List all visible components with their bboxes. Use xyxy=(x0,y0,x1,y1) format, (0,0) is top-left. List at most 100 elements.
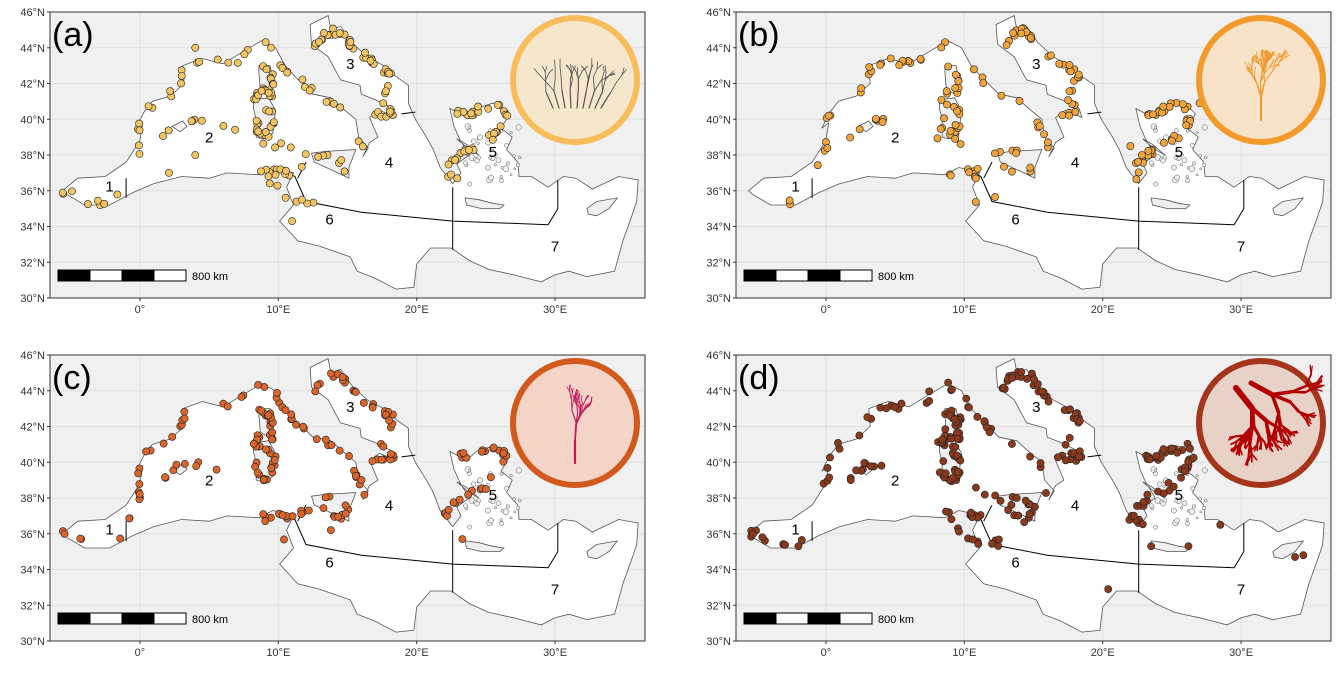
occurrence-point xyxy=(299,76,306,83)
x-tick-label: 0° xyxy=(135,647,146,659)
x-tick-label: 20°E xyxy=(405,647,429,659)
occurrence-point xyxy=(271,456,278,463)
occurrence-point xyxy=(213,466,220,473)
occurrence-point xyxy=(196,58,203,65)
occurrence-point xyxy=(380,100,387,107)
occurrence-point xyxy=(181,408,188,415)
occurrence-point xyxy=(178,72,185,79)
small-island xyxy=(516,125,521,130)
y-tick-label: 34°N xyxy=(706,222,731,234)
occurrence-point xyxy=(853,467,860,474)
occurrence-point xyxy=(241,51,248,58)
occurrence-point xyxy=(101,200,108,207)
occurrence-point xyxy=(136,120,143,127)
small-island xyxy=(1161,501,1166,506)
occurrence-point xyxy=(1054,454,1061,461)
small-island xyxy=(477,142,480,145)
occurrence-point xyxy=(1148,543,1155,550)
occurrence-point xyxy=(345,452,352,459)
occurrence-point xyxy=(500,458,507,465)
occurrence-point xyxy=(282,194,289,201)
occurrence-point xyxy=(824,144,831,151)
y-tick-label: 36°N xyxy=(20,186,45,198)
occurrence-point xyxy=(298,510,305,517)
y-tick-label: 36°N xyxy=(706,529,731,541)
small-island xyxy=(504,143,508,147)
occurrence-point xyxy=(1177,474,1184,481)
x-tick-label: 0° xyxy=(821,304,832,316)
x-tick-label: 30°E xyxy=(543,304,567,316)
occurrence-point xyxy=(952,443,959,450)
x-tick-label: 20°E xyxy=(1091,304,1115,316)
occurrence-point xyxy=(926,397,933,404)
occurrence-point xyxy=(1217,521,1224,528)
occurrence-point xyxy=(1000,163,1007,170)
occurrence-point xyxy=(1008,374,1015,381)
small-island xyxy=(1180,163,1183,166)
y-tick-label: 38°N xyxy=(20,150,45,162)
occurrence-point xyxy=(1150,111,1157,118)
small-island xyxy=(1196,517,1198,519)
occurrence-point xyxy=(1160,139,1167,146)
occurrence-point xyxy=(998,92,1005,99)
small-island xyxy=(1202,506,1206,510)
small-island xyxy=(1174,175,1179,180)
occurrence-point xyxy=(265,412,272,419)
occurrence-point xyxy=(749,531,756,538)
occurrence-point xyxy=(293,421,300,428)
occurrence-point xyxy=(943,88,950,95)
small-island xyxy=(516,468,521,473)
sea-fan-orange-icon xyxy=(1199,18,1323,142)
small-island xyxy=(1186,522,1190,526)
occurrence-point xyxy=(181,460,188,467)
scale-bar-segment xyxy=(744,613,776,624)
occurrence-point xyxy=(347,38,354,45)
small-island xyxy=(1189,166,1195,172)
occurrence-point xyxy=(250,440,257,447)
occurrence-point xyxy=(1066,112,1073,119)
coral-branch xyxy=(575,425,576,441)
occurrence-point xyxy=(939,436,946,443)
x-tick-label: 20°E xyxy=(405,304,429,316)
region-label: 5 xyxy=(1175,144,1183,161)
occurrence-point xyxy=(940,115,947,122)
small-island xyxy=(468,126,471,129)
occurrence-point xyxy=(814,162,821,169)
occurrence-point xyxy=(938,96,945,103)
occurrence-point xyxy=(270,81,277,88)
occurrence-point xyxy=(867,463,874,470)
panel-label: (d) xyxy=(738,359,780,397)
small-island xyxy=(510,517,512,519)
species-inset-circle xyxy=(1199,361,1323,485)
occurrence-point xyxy=(445,506,452,513)
occurrence-point xyxy=(1030,376,1037,383)
small-island xyxy=(500,175,503,178)
scale-bar-segment xyxy=(808,270,840,281)
occurrence-point xyxy=(824,464,831,471)
occurrence-point xyxy=(265,89,272,96)
region-label: 6 xyxy=(1011,555,1019,572)
map-panel: 123456746°N44°N42°N40°N38°N36°N34°N32°N3… xyxy=(686,0,1334,338)
small-island xyxy=(488,518,493,523)
occurrence-point xyxy=(980,79,987,86)
y-tick-label: 32°N xyxy=(706,257,731,269)
occurrence-point xyxy=(334,513,341,520)
occurrence-point xyxy=(135,470,142,477)
small-island xyxy=(503,166,509,172)
occurrence-point xyxy=(260,511,267,518)
small-island xyxy=(510,131,513,134)
occurrence-point xyxy=(963,395,970,402)
small-island xyxy=(1199,497,1202,500)
scale-bar: 800 km xyxy=(58,613,228,626)
small-island xyxy=(1200,511,1202,513)
y-tick-label: 40°N xyxy=(706,114,731,126)
small-island xyxy=(500,518,503,521)
occurrence-point xyxy=(1016,97,1023,104)
scale-bar-segment xyxy=(840,613,872,624)
small-island xyxy=(1171,508,1176,513)
small-island xyxy=(463,161,467,165)
scale-bar-label: 800 km xyxy=(878,271,914,283)
occurrence-point xyxy=(847,477,854,484)
occurrence-point xyxy=(369,458,376,465)
scale-bar-segment xyxy=(154,613,186,624)
